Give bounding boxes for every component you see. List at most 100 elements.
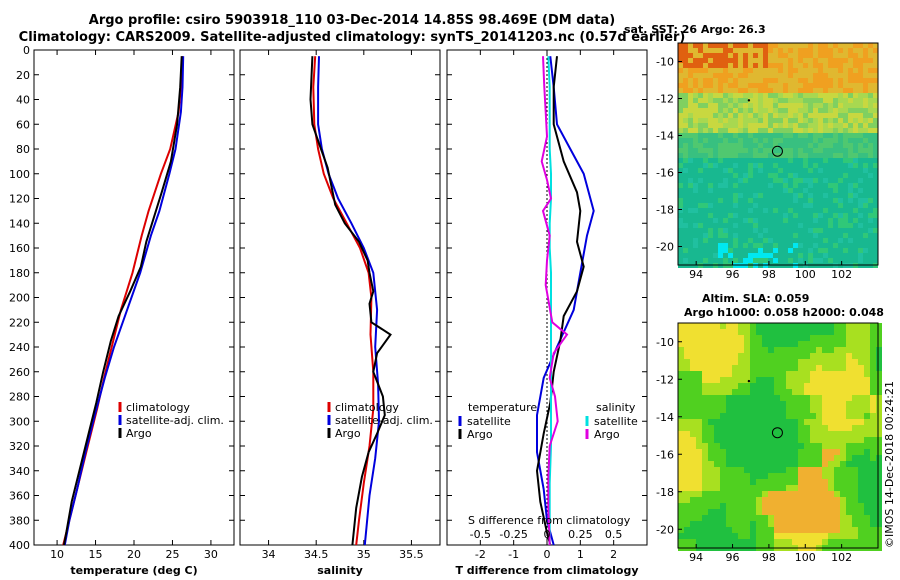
sst_map-cell: [708, 108, 713, 113]
sla_map-cell: [756, 533, 762, 539]
sst_map-cell: [873, 183, 878, 188]
sst_map-cell: [793, 248, 798, 253]
sst_map-cell: [813, 163, 818, 168]
sst_map-cell: [788, 233, 793, 238]
sla_map-cell: [864, 335, 870, 341]
sst_map-cell: [798, 193, 803, 198]
sst_map-cell: [838, 243, 843, 248]
sla_map-cell: [750, 467, 756, 473]
sla_map-cell: [762, 491, 768, 497]
sla_map-cell: [810, 377, 816, 383]
sst_map-cell: [833, 208, 838, 213]
sst_map-cell: [768, 103, 773, 108]
sst_map-cell: [803, 68, 808, 73]
sst_map-cell: [848, 218, 853, 223]
sla_map-cell: [708, 347, 714, 353]
sst_map-cell: [833, 153, 838, 158]
sst_map-cell: [733, 48, 738, 53]
sst_map-cell: [848, 73, 853, 78]
sla_map-cell: [822, 371, 828, 377]
sst_map-cell: [688, 253, 693, 258]
sla_map-cell: [846, 497, 852, 503]
sst_map-cell: [733, 163, 738, 168]
sst_map-cell: [768, 88, 773, 93]
sla_map-cell: [762, 497, 768, 503]
sla_map-cell: [678, 449, 684, 455]
sla_map-cell: [708, 341, 714, 347]
sst_map-cell: [758, 173, 763, 178]
sst_map-cell: [798, 133, 803, 138]
sst_map-cell: [828, 223, 833, 228]
sla_map-cell: [846, 473, 852, 479]
sla_map-cell: [702, 467, 708, 473]
sla_map-cell: [846, 329, 852, 335]
sst_map-cell: [713, 118, 718, 123]
sst_map-cell: [848, 138, 853, 143]
sla_map-cell: [816, 341, 822, 347]
sst_map-cell: [758, 153, 763, 158]
sst_map-cell: [818, 223, 823, 228]
sst_map-cell: [788, 148, 793, 153]
sla_map-cell: [696, 485, 702, 491]
sst_map-cell: [733, 108, 738, 113]
sla_map-cell: [702, 353, 708, 359]
sla_map-cell: [786, 395, 792, 401]
sla_map-cell: [786, 413, 792, 419]
sla_map-cell: [834, 335, 840, 341]
sst_map-cell: [828, 128, 833, 133]
sst_map-cell: [683, 93, 688, 98]
sst_map-xtick-label: 100: [795, 268, 816, 281]
sst_map-cell: [773, 243, 778, 248]
sla_map-cell: [858, 335, 864, 341]
sst_map-cell: [813, 68, 818, 73]
salinity-legend-entry: satellite-adj. clim.: [335, 414, 433, 427]
sst_map-cell: [868, 98, 873, 103]
sla_map-cell: [684, 389, 690, 395]
sla_map-cell: [840, 329, 846, 335]
sst_map-cell: [678, 148, 683, 153]
sst_map-cell: [803, 218, 808, 223]
sla_map-cell: [828, 449, 834, 455]
sla_map-cell: [702, 431, 708, 437]
temperature-xtick-label: 10: [50, 548, 64, 561]
sla_map-cell: [804, 365, 810, 371]
sla_map-cell: [810, 383, 816, 389]
sst_map-cell: [813, 208, 818, 213]
sst_map-cell: [853, 173, 858, 178]
sla_map-cell: [714, 377, 720, 383]
sla_map-cell: [822, 407, 828, 413]
sst_map-cell: [758, 178, 763, 183]
sla_map-cell: [756, 419, 762, 425]
sst_map-cell: [813, 123, 818, 128]
sst_map-cell: [788, 163, 793, 168]
sla_map-cell: [768, 407, 774, 413]
sst_map-cell: [803, 168, 808, 173]
sla_map-cell: [744, 461, 750, 467]
sla_map-cell: [702, 521, 708, 527]
sla_map-cell: [756, 329, 762, 335]
sla_map-cell: [810, 425, 816, 431]
sla_map-cell: [696, 437, 702, 443]
sst_map-cell: [688, 83, 693, 88]
sla_map-cell: [714, 485, 720, 491]
sla_map-cell: [846, 341, 852, 347]
sla_map-cell: [726, 515, 732, 521]
sla_map-cell: [708, 365, 714, 371]
sst_map-ytick-label: -14: [656, 130, 674, 143]
sla_map-cell: [720, 401, 726, 407]
sla_map-cell: [714, 533, 720, 539]
sst_map-cell: [688, 158, 693, 163]
sst_map-cell: [748, 213, 753, 218]
sst_map-cell: [863, 83, 868, 88]
sst_map-cell: [758, 78, 763, 83]
sst_map-cell: [743, 178, 748, 183]
sla_map-cell: [732, 527, 738, 533]
sst_map-cell: [718, 143, 723, 148]
sst_map-cell: [698, 73, 703, 78]
sla_map-cell: [708, 461, 714, 467]
sst_map-cell: [798, 233, 803, 238]
sst_map-cell: [708, 63, 713, 68]
sst_map-cell: [713, 203, 718, 208]
sst_map-cell: [873, 108, 878, 113]
sla_map-cell: [726, 473, 732, 479]
